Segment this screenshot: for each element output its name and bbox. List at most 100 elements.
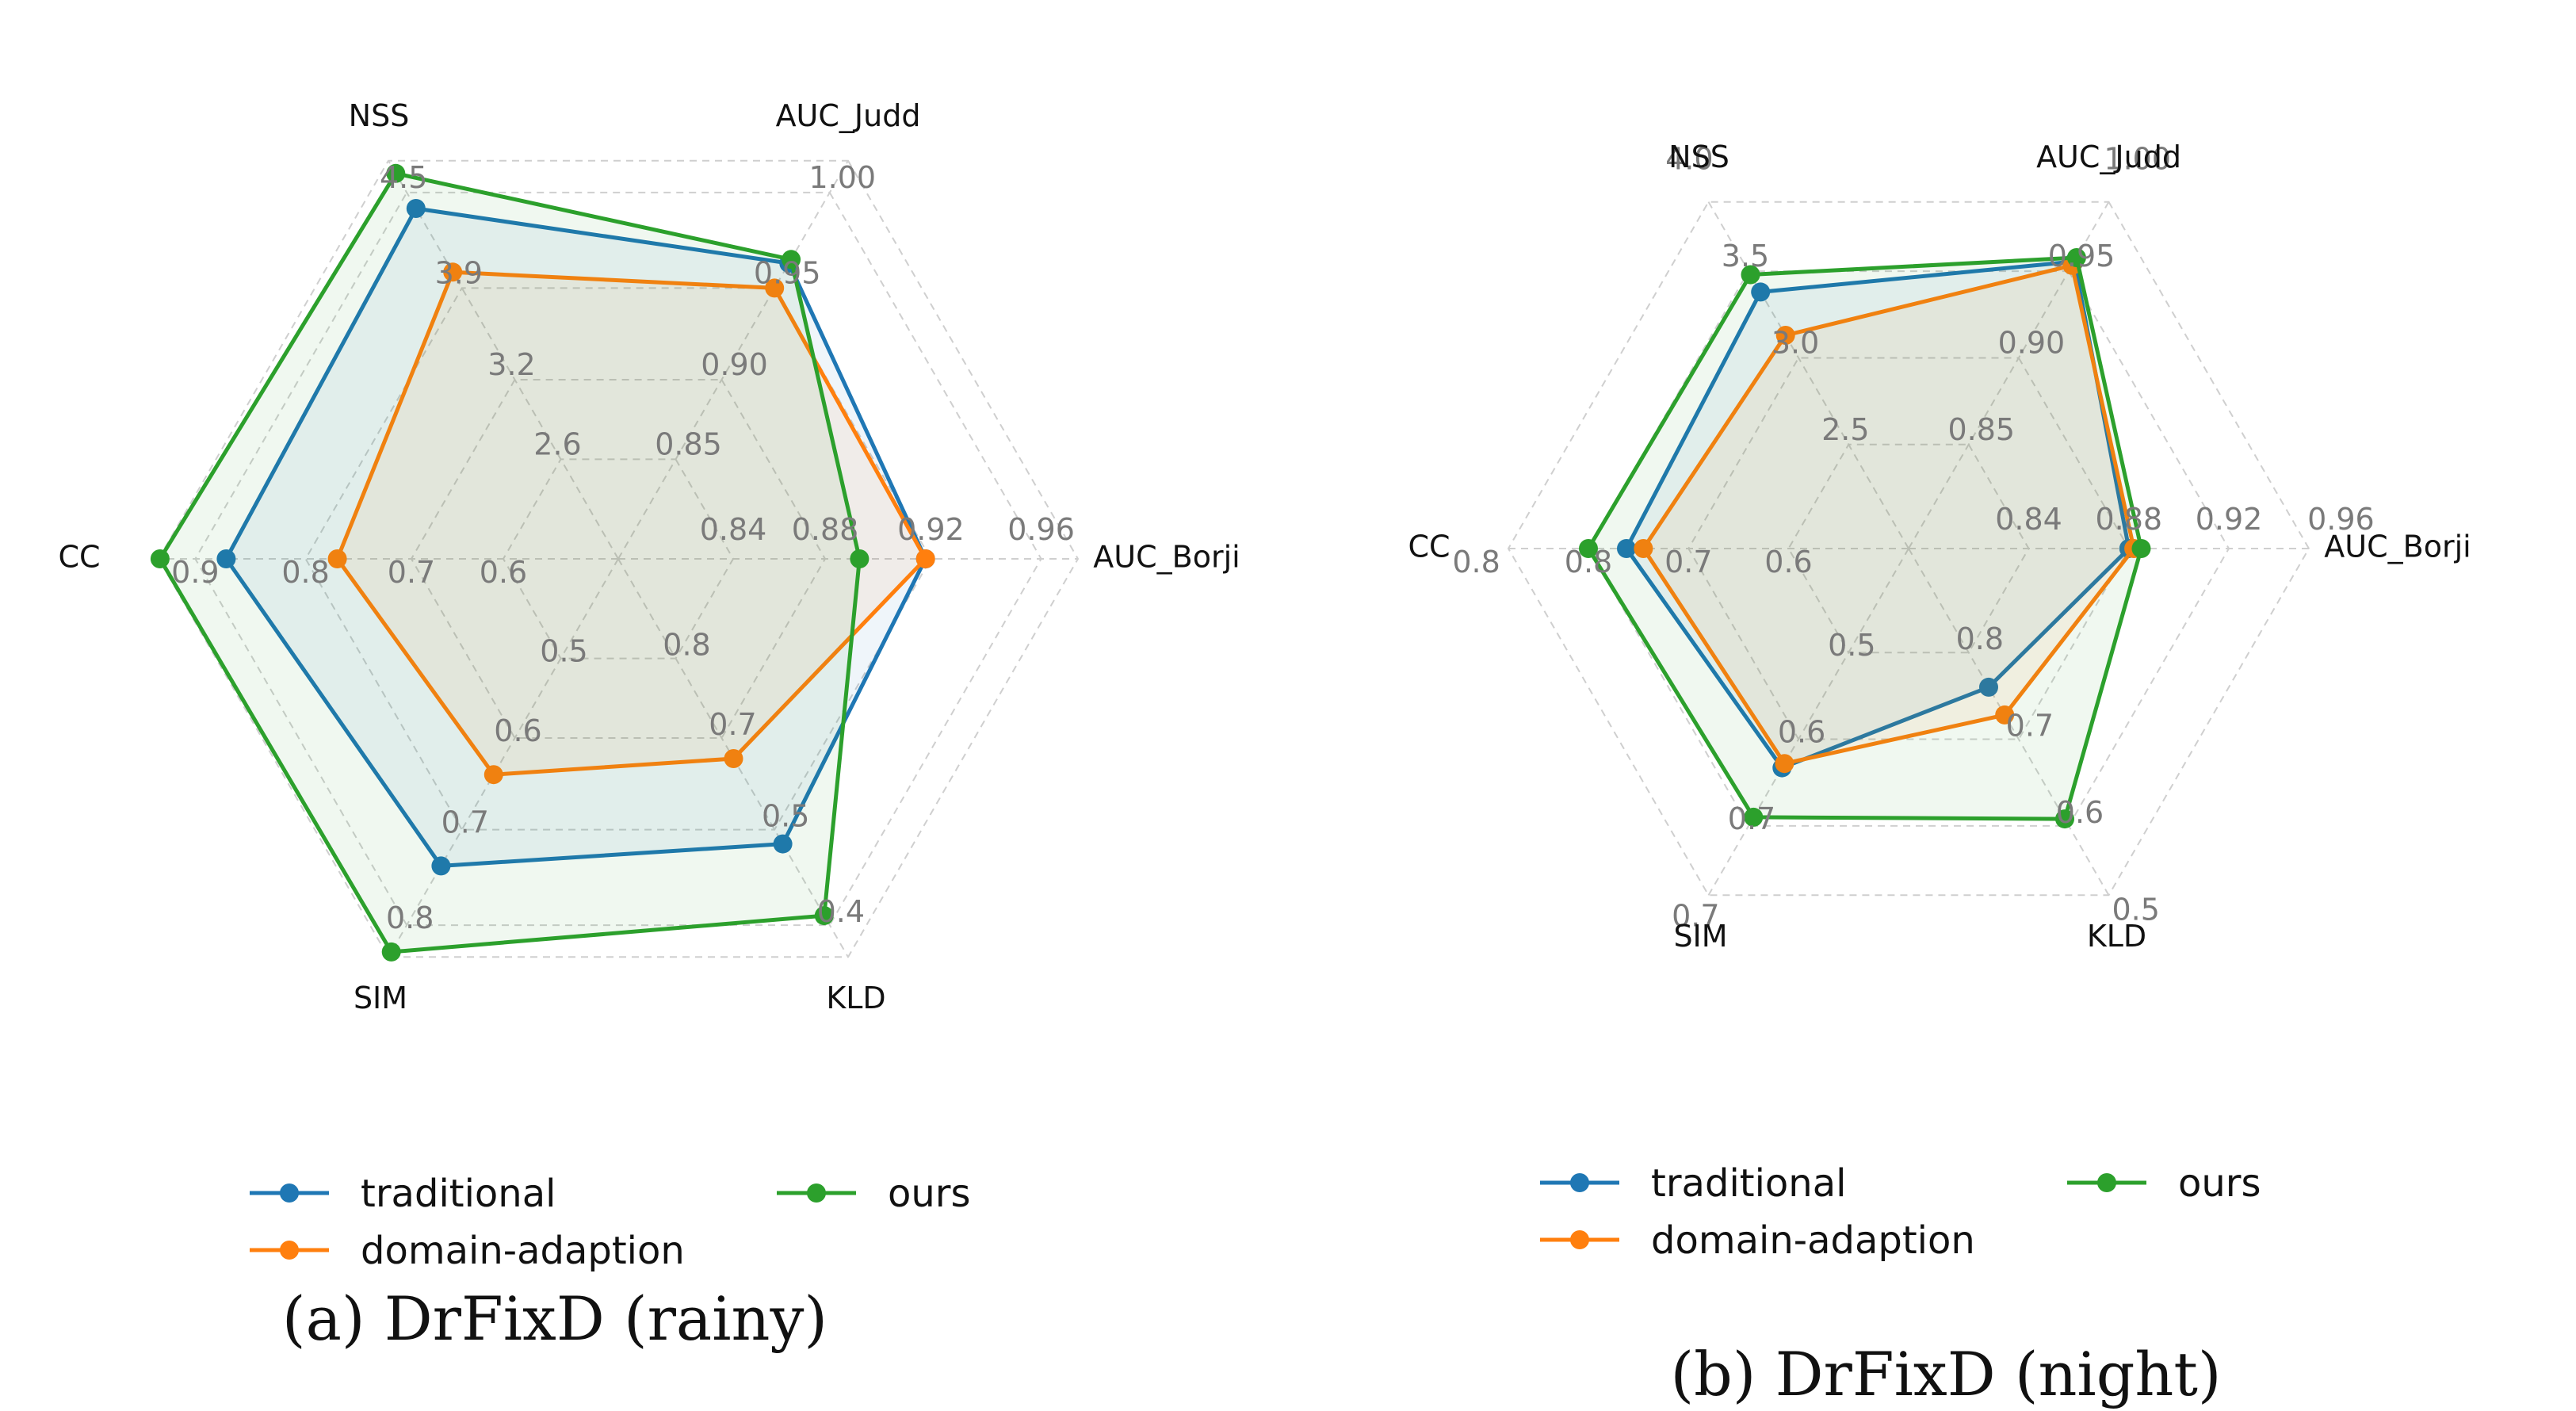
tick-label: 0.8: [1956, 621, 2004, 656]
tick-label: 3.5: [1722, 239, 1769, 273]
data-point-traditional-cc: [216, 549, 236, 568]
series-ours: [1579, 248, 2151, 829]
tick-label: 0.90: [1998, 326, 2066, 361]
legend-swatch-marker: [807, 1183, 826, 1203]
data-point-domain-adaption-auc-borji: [915, 549, 935, 568]
data-point-ours-kld: [814, 906, 834, 926]
tick-label: 0.88: [2095, 502, 2162, 537]
axis-label-sim: SIM: [1673, 919, 1727, 954]
data-point-domain-adaption-nss: [443, 262, 463, 282]
data-point-ours-nss: [386, 163, 406, 183]
chart-title: (b) DrFixD (night): [1670, 1339, 2221, 1409]
tick-label: 2.6: [533, 426, 581, 461]
tick-label: 0.6: [1764, 545, 1812, 579]
data-point-traditional-nss: [1751, 282, 1771, 302]
axis-label-kld: KLD: [826, 981, 885, 1015]
radar-panel-rainy: 0.85 0.90 0.95 1.00 0.84 0.88 0.92 0.96 0.8 0.7 0.…: [58, 98, 1240, 1354]
data-point-ours-cc: [1579, 539, 1598, 558]
tick-label: 0.95: [754, 255, 821, 290]
data-point-traditional-nss: [406, 199, 426, 218]
tick-label: 2.5: [1821, 412, 1869, 447]
tick-label: 0.96: [2307, 502, 2375, 537]
legend: traditional domain-adaption ours: [1540, 1161, 2261, 1263]
tick-label: 0.7: [441, 805, 489, 840]
tick-label: 0.9: [171, 555, 219, 590]
data-point-ours-auc-borji: [850, 549, 869, 568]
legend-swatch-marker: [280, 1241, 299, 1260]
tick-label: 0.92: [2196, 502, 2263, 537]
radar-grid: [157, 159, 1080, 958]
grid-ring: [304, 287, 932, 831]
data-point-ours-auc-judd: [782, 250, 801, 270]
grid-spoke: [1908, 548, 2110, 896]
tick-label: 0.8: [1452, 545, 1500, 579]
tick-label: 0.8: [386, 901, 434, 935]
tick-label: 0.92: [897, 512, 965, 547]
data-point-traditional-kld: [773, 834, 793, 854]
tick-labels: 0.85 0.90 0.95 1.00 0.84 0.88 0.92 0.96 0.8 0.7 0.…: [1452, 142, 2374, 934]
data-point-ours-auc-borji: [2131, 539, 2151, 558]
legend-label: ours: [2178, 1161, 2261, 1206]
legend-label: ours: [888, 1172, 971, 1216]
tick-label: 0.4: [817, 894, 865, 929]
axis-label-auc-borji: AUC_Borji: [2324, 530, 2471, 564]
legend-label: domain-adaption: [361, 1229, 685, 1273]
tick-label: 4.0: [1665, 142, 1713, 177]
data-point-domain-adaption-auc-judd: [765, 278, 785, 298]
legend-swatch-marker: [280, 1183, 299, 1203]
axis-label-cc: CC: [1408, 530, 1450, 564]
legend-item-traditional: traditional: [1540, 1161, 1846, 1206]
tick-label: 0.85: [1947, 412, 2015, 447]
chart-title: (a) DrFixD (rainy): [282, 1283, 827, 1354]
data-point-traditional-kld: [1979, 677, 1998, 697]
data-point-ours-cc: [150, 549, 170, 568]
data-point-domain-adaption-cc: [1634, 539, 1653, 558]
grid-spoke: [388, 558, 619, 958]
axis-label-auc-judd: AUC_Judd: [2036, 140, 2181, 174]
data-point-ours-auc-judd: [2066, 248, 2086, 267]
tick-label: 0.7: [1728, 801, 1775, 836]
tick-label: 3.9: [435, 255, 483, 290]
legend-swatch-marker: [1570, 1230, 1589, 1249]
tick-label: 0.84: [700, 512, 767, 547]
data-point-domain-adaption-sim: [1775, 754, 1794, 774]
tick-label: 0.5: [762, 799, 809, 834]
legend-item-traditional: traditional: [250, 1172, 556, 1216]
legend-label: traditional: [361, 1172, 556, 1216]
legend-item-ours: ours: [2067, 1161, 2261, 1206]
tick-label: 0.8: [663, 628, 710, 663]
data-point-ours-nss: [1741, 265, 1760, 285]
tick-label: 0.7: [1672, 898, 1719, 933]
legend-item-ours: ours: [777, 1172, 971, 1216]
axis-label-nss: NSS: [349, 98, 410, 133]
tick-label: 0.85: [655, 426, 722, 461]
tick-label: 0.5: [540, 634, 587, 669]
data-point-traditional-sim: [431, 856, 451, 876]
legend-item-domain-adaption: domain-adaption: [250, 1229, 685, 1273]
tick-label: 0.6: [1778, 715, 1825, 750]
axis-label-auc-judd: AUC_Judd: [776, 98, 921, 133]
tick-label: 0.96: [1007, 512, 1075, 547]
grid-spoke: [1707, 548, 1909, 896]
tick-label: 0.5: [2112, 892, 2159, 927]
tick-label: 0.7: [1664, 545, 1712, 579]
data-point-domain-adaption-kld: [1995, 705, 2015, 725]
tick-label: 1.00: [808, 160, 876, 195]
grid-spoke: [617, 160, 849, 560]
tick-label: 3.0: [1771, 326, 1819, 361]
axis-label-cc: CC: [58, 540, 100, 575]
legend-label: domain-adaption: [1651, 1218, 1975, 1263]
axis-label-kld: KLD: [2087, 919, 2146, 954]
axis-label-sim: SIM: [354, 981, 407, 1015]
legend-label: traditional: [1651, 1161, 1846, 1206]
tick-label: 0.6: [494, 713, 541, 748]
tick-label: 0.7: [388, 555, 435, 590]
tick-label: 4.5: [380, 160, 427, 195]
legend-swatch-marker: [1570, 1173, 1589, 1192]
data-point-traditional-cc: [1617, 539, 1636, 558]
tick-labels: 0.85 0.90 0.95 1.00 0.84 0.88 0.92 0.96 0.8 0.7 0.…: [171, 160, 1075, 935]
radar-panel-night: 0.85 0.90 0.95 1.00 0.84 0.88 0.92 0.96 0.8 0.7 0.…: [1408, 140, 2471, 1409]
tick-label: 0.95: [2048, 239, 2115, 273]
grid-spoke: [388, 160, 619, 560]
